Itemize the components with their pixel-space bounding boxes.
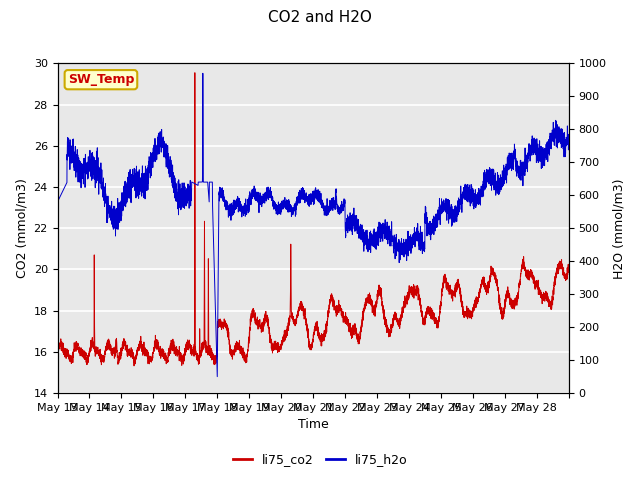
li75_co2 <box>565 264 573 269</box>
Line: li75_co2: li75_co2 <box>58 72 569 366</box>
Y-axis label: CO2 (mmol/m3): CO2 (mmol/m3) <box>15 179 28 278</box>
li75_co2 <box>147 357 154 362</box>
li75_co2 <box>130 363 138 369</box>
li75_co2 <box>387 332 394 337</box>
li75_h2o <box>147 156 154 162</box>
li75_h2o <box>387 236 394 242</box>
li75_h2o <box>474 201 482 206</box>
Y-axis label: H2O (mmol/m3): H2O (mmol/m3) <box>612 178 625 278</box>
li75_h2o <box>435 204 443 210</box>
li75_h2o <box>213 374 221 380</box>
li75_co2 <box>474 297 482 302</box>
li75_h2o <box>199 71 207 76</box>
Line: li75_h2o: li75_h2o <box>58 73 569 377</box>
li75_co2 <box>191 70 198 75</box>
li75_co2 <box>435 313 443 319</box>
Text: CO2 and H2O: CO2 and H2O <box>268 10 372 24</box>
Text: SW_Temp: SW_Temp <box>68 73 134 86</box>
li75_h2o <box>360 236 368 241</box>
li75_co2 <box>54 349 61 355</box>
li75_co2 <box>249 307 257 313</box>
Legend: li75_co2, li75_h2o: li75_co2, li75_h2o <box>228 448 412 471</box>
X-axis label: Time: Time <box>298 419 328 432</box>
li75_h2o <box>54 199 61 205</box>
li75_h2o <box>565 135 573 141</box>
li75_h2o <box>249 192 257 198</box>
li75_co2 <box>360 305 368 311</box>
